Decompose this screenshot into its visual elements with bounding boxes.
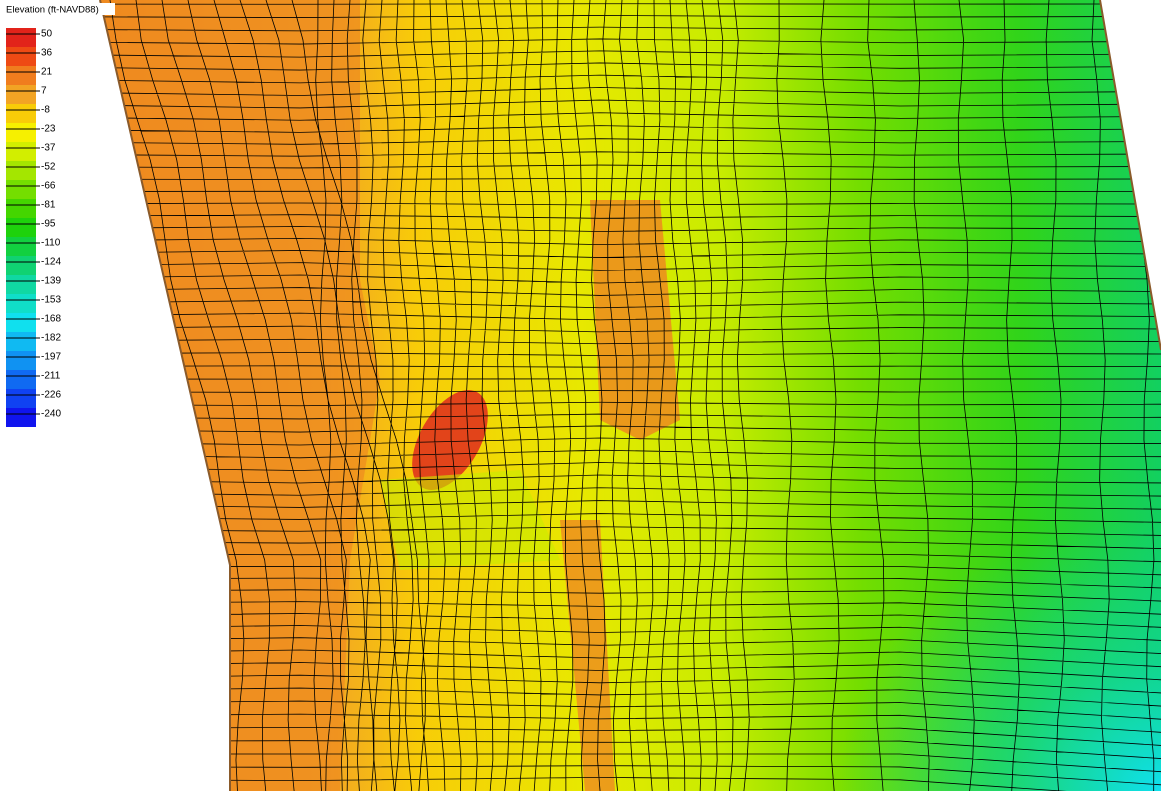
- legend-swatch: [6, 237, 36, 256]
- legend-swatch: [6, 351, 36, 370]
- mesh: [0, 0, 1161, 791]
- legend-label: 21: [41, 67, 53, 78]
- legend-label: 7: [41, 86, 47, 97]
- legend-swatch: [6, 123, 36, 142]
- legend-swatch: [6, 294, 36, 313]
- legend-swatch: [6, 142, 36, 161]
- legend: Elevation (ft-NAVD88) 50 36 21 7 -8 -23 -37 -52…: [5, 3, 115, 427]
- legend-swatch: [6, 218, 36, 237]
- legend-title: Elevation (ft-NAVD88): [6, 5, 99, 16]
- legend-label: -66: [41, 181, 56, 192]
- legend-label: -124: [41, 257, 61, 268]
- legend-swatch: [6, 199, 36, 218]
- legend-swatch: [6, 28, 36, 47]
- legend-swatch: [6, 47, 36, 66]
- legend-swatch: [6, 66, 36, 85]
- legend-swatch: [6, 408, 36, 427]
- legend-swatch: [6, 389, 36, 408]
- legend-label: -81: [41, 200, 56, 211]
- legend-swatch: [6, 370, 36, 389]
- legend-label: -23: [41, 124, 56, 135]
- legend-label: -8: [41, 105, 50, 116]
- legend-label: -95: [41, 219, 56, 230]
- legend-label: -37: [41, 143, 56, 154]
- legend-swatch: [6, 256, 36, 275]
- legend-label: -52: [41, 162, 56, 173]
- legend-label: 36: [41, 48, 53, 59]
- legend-label: -197: [41, 352, 61, 363]
- legend-swatch: [6, 85, 36, 104]
- legend-label: -153: [41, 295, 61, 306]
- legend-swatch: [6, 332, 36, 351]
- legend-label: -110: [41, 238, 61, 249]
- legend-label: -182: [41, 333, 61, 344]
- legend-label: -226: [41, 390, 61, 401]
- legend-label: -168: [41, 314, 61, 325]
- legend-swatch: [6, 161, 36, 180]
- legend-label: 50: [41, 29, 53, 40]
- deep-fill: [700, 400, 1161, 791]
- legend-swatch: [6, 313, 36, 332]
- mesh-map: Elevation (ft-NAVD88) 50 36 21 7 -8 -23 -37 -52…: [0, 0, 1161, 791]
- legend-swatch: [6, 104, 36, 123]
- legend-swatch: [6, 180, 36, 199]
- legend-label: -139: [41, 276, 61, 287]
- legend-label: -240: [41, 409, 61, 420]
- legend-swatch: [6, 275, 36, 294]
- legend-label: -211: [41, 371, 61, 382]
